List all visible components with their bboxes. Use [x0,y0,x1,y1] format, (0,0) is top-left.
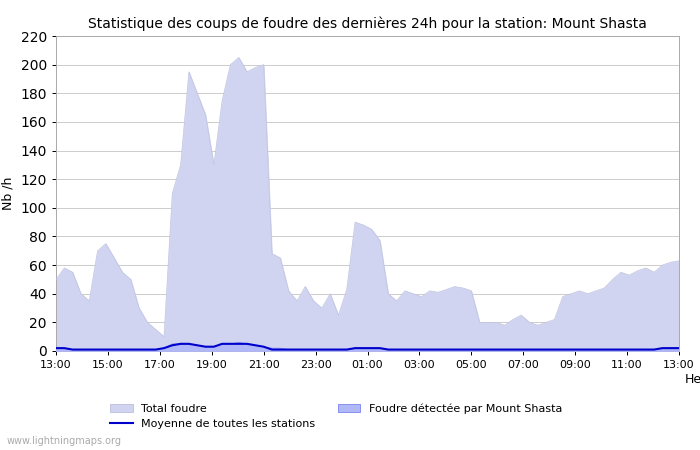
Legend: Total foudre, Moyenne de toutes les stations, Foudre détectée par Mount Shasta: Total foudre, Moyenne de toutes les stat… [106,399,567,434]
Y-axis label: Nb /h: Nb /h [2,177,15,210]
Title: Statistique des coups de foudre des dernières 24h pour la station: Mount Shasta: Statistique des coups de foudre des dern… [88,16,647,31]
Text: www.lightningmaps.org: www.lightningmaps.org [7,436,122,446]
X-axis label: Heure: Heure [685,373,700,386]
